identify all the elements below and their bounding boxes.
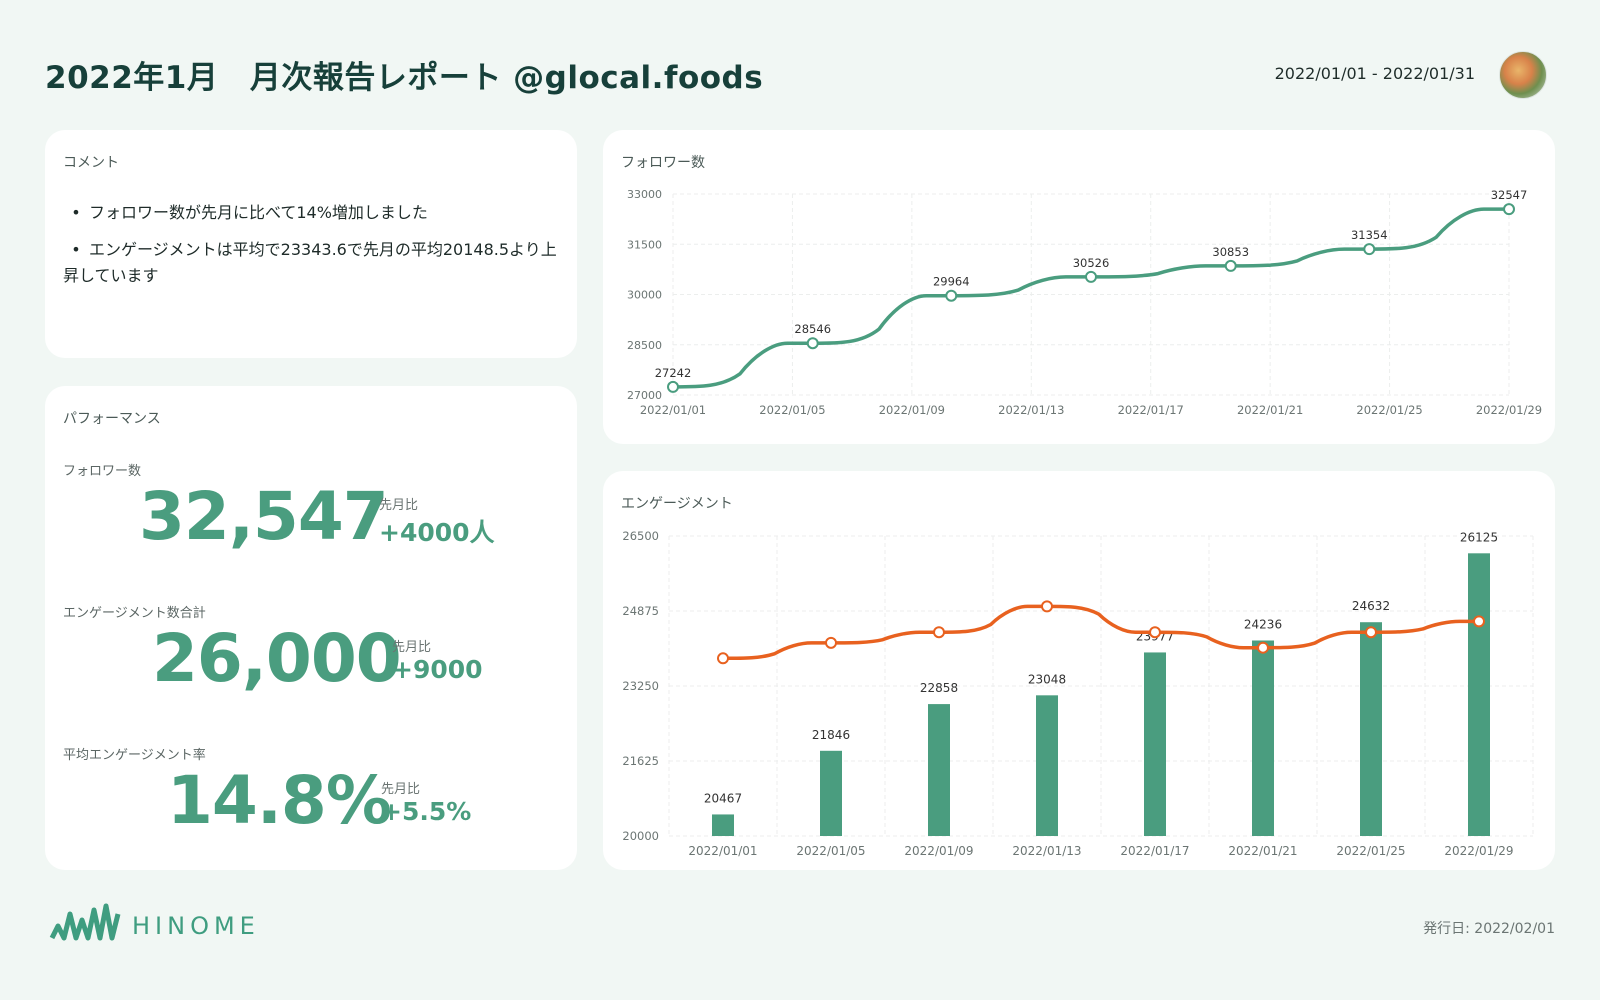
x-tick-label: 2022/01/01 <box>688 844 757 858</box>
y-tick-label: 31500 <box>627 238 662 251</box>
x-tick-label: 2022/01/29 <box>1444 844 1513 858</box>
followers-chart-card: フォロワー数 27000 28500 30000 31500 33000 2022/01/… <box>603 130 1555 444</box>
engagement-bar-label: 20467 <box>704 791 742 805</box>
y-tick-label: 20000 <box>622 829 659 843</box>
x-tick-label: 2022/01/09 <box>904 844 973 858</box>
engagement-bar <box>1360 622 1382 836</box>
x-tick-label: 2022/01/29 <box>1476 403 1542 417</box>
engagement-bar-label: 26125 <box>1460 530 1498 544</box>
x-tick-label: 2022/01/17 <box>1118 403 1184 417</box>
followers-data-label: 28546 <box>794 322 831 336</box>
y-tick-label: 30000 <box>627 289 662 302</box>
comment-item: • エンゲージメントは平均で23343.6で先月の平均20148.5より上昇してい… <box>63 240 557 285</box>
followers-point <box>667 380 679 393</box>
engagement-bar-chart: 20000 21625 23250 24875 26500 20467 21846 22858… <box>622 529 1534 858</box>
followers-data-label: 30853 <box>1212 245 1249 259</box>
x-tick-label: 2022/01/13 <box>1012 844 1081 858</box>
engagement-bar-label: 24632 <box>1352 599 1390 613</box>
engagement-bar-label: 23048 <box>1028 672 1066 686</box>
followers-data-label: 30526 <box>1073 256 1110 270</box>
engagement-bar <box>1468 553 1490 836</box>
engagement-compare-label: 先月比 <box>392 640 432 655</box>
y-tick-label: 28500 <box>627 339 662 352</box>
page-title: 2022年1月 月次報告レポート @glocal.foods <box>45 60 764 96</box>
x-tick-label: 2022/01/01 <box>640 403 706 417</box>
x-tick-label: 2022/01/21 <box>1228 844 1297 858</box>
followers-point <box>1085 270 1097 283</box>
engagement-rate-label: 平均エンゲージメント率 <box>63 748 206 763</box>
x-tick-label: 2022/01/05 <box>759 403 825 417</box>
engagement-bar <box>928 704 950 836</box>
followers-point <box>806 337 819 350</box>
followers-point <box>945 289 958 302</box>
engagement-bar-label: 21846 <box>812 728 850 742</box>
engagement-bar <box>1252 640 1274 836</box>
followers-data-label: 31354 <box>1351 228 1388 242</box>
followers-delta: +4000人 <box>379 518 495 547</box>
comment-item-text: エンゲージメントは平均で23343.6で先月の平均20148.5より上昇していま… <box>63 240 557 285</box>
engagement-bar <box>712 814 734 836</box>
performance-card-title: パフォーマンス <box>63 411 161 427</box>
followers-compare-label: 先月比 <box>379 498 419 513</box>
engagement-line-point <box>825 636 837 649</box>
x-tick-label: 2022/01/13 <box>998 403 1064 417</box>
engagement-bar-label: 24236 <box>1244 617 1282 631</box>
performance-card: パフォーマンス フォロワー数 32,547 先月比 +4000人 エンゲージメン… <box>45 386 577 870</box>
followers-point <box>1224 259 1237 272</box>
engagement-rate-compare-label: 先月比 <box>381 782 421 797</box>
engagement-bar <box>1144 652 1166 836</box>
hinome-logo: HINOME <box>48 900 278 950</box>
comment-item-text: フォロワー数が先月に比べて14%増加しました <box>89 203 428 222</box>
followers-metric-value: 32,547 <box>139 478 389 555</box>
engagement-bar <box>820 750 842 836</box>
followers-data-label: 29964 <box>933 275 970 289</box>
comment-card-title: コメント <box>63 155 119 171</box>
followers-point <box>1363 243 1376 256</box>
engagement-rate-value: 14.8% <box>167 762 392 839</box>
engagement-line-point <box>1149 626 1161 639</box>
engagement-total-delta: +9000 <box>392 655 483 684</box>
x-tick-label: 2022/01/21 <box>1237 403 1303 417</box>
engagement-series-line <box>722 604 1479 661</box>
engagement-line-point <box>1041 600 1053 613</box>
followers-data-label: 27242 <box>655 366 692 380</box>
followers-metric-label: フォロワー数 <box>63 464 142 479</box>
engagement-chart-card: エンゲージメント 20000 21625 23250 24875 26500 20467 2… <box>603 471 1555 870</box>
x-tick-label: 2022/01/05 <box>796 844 865 858</box>
hinome-logo-mark-icon: HINOME <box>49 903 260 941</box>
followers-chart-title: フォロワー数 <box>621 155 705 171</box>
engagement-line-point <box>933 626 945 639</box>
y-tick-label: 27000 <box>627 389 662 402</box>
y-tick-label: 23250 <box>622 679 659 693</box>
engagement-line-point <box>1473 615 1485 628</box>
engagement-total-value: 26,000 <box>152 620 402 697</box>
comment-card: コメント • フォロワー数が先月に比べて14%増加しました • エンゲージメントは平… <box>45 130 577 358</box>
engagement-bar-label: 22858 <box>920 681 958 695</box>
logo-brand-text: HINOME <box>132 912 260 940</box>
engagement-line-point <box>1365 626 1377 639</box>
x-tick-label: 2022/01/25 <box>1356 403 1422 417</box>
comment-list: • フォロワー数が先月に比べて14%増加しました • エンゲージメントは平均で233… <box>63 200 557 300</box>
engagement-line-point <box>717 652 729 665</box>
y-tick-label: 26500 <box>622 529 659 543</box>
x-tick-label: 2022/01/09 <box>879 403 945 417</box>
comment-item: • フォロワー数が先月に比べて14%増加しました <box>71 203 428 222</box>
x-tick-label: 2022/01/17 <box>1120 844 1189 858</box>
y-tick-label: 21625 <box>622 754 659 768</box>
followers-line-chart: 27000 28500 30000 31500 33000 2022/01/01 2022/… <box>627 188 1542 417</box>
followers-point <box>1503 203 1515 216</box>
issue-date: 発行日: 2022/02/01 <box>1423 921 1555 937</box>
y-tick-label: 33000 <box>627 188 662 201</box>
avatar[interactable] <box>1499 51 1547 99</box>
engagement-total-label: エンゲージメント数合計 <box>63 606 206 621</box>
followers-data-label: 32547 <box>1491 188 1528 202</box>
engagement-line-point <box>1257 641 1269 654</box>
engagement-bar <box>1036 695 1058 836</box>
y-tick-label: 24875 <box>622 604 659 618</box>
date-range[interactable]: 2022/01/01 - 2022/01/31 <box>1274 64 1475 83</box>
engagement-rate-delta: +5.5% <box>381 797 472 826</box>
engagement-chart-title: エンゲージメント <box>621 496 733 512</box>
x-tick-label: 2022/01/25 <box>1336 844 1405 858</box>
